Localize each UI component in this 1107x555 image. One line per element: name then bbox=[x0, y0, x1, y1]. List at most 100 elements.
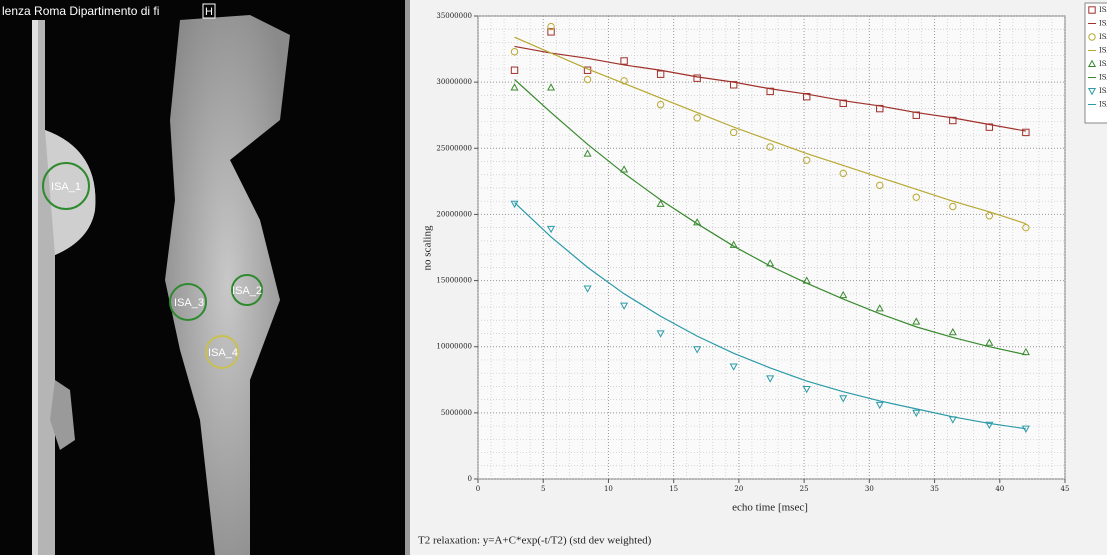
y-tick-label: 30000000 bbox=[436, 78, 472, 86]
marker bbox=[985, 212, 994, 220]
roi-circle bbox=[42, 162, 90, 210]
marker bbox=[656, 199, 665, 207]
tissue-center bbox=[165, 15, 290, 555]
legend-label: ISA_2 bbox=[1099, 33, 1107, 41]
legend-label: ISA_4 bbox=[1099, 101, 1107, 109]
marker bbox=[693, 114, 701, 122]
marker bbox=[985, 421, 994, 429]
legend-box bbox=[1084, 2, 1107, 124]
marker bbox=[839, 395, 848, 403]
y-tick-label: 15000000 bbox=[436, 277, 472, 285]
marker bbox=[547, 28, 555, 36]
marker bbox=[510, 83, 519, 91]
marker bbox=[912, 193, 920, 201]
x-tick-label: 0 bbox=[476, 485, 480, 493]
skin-edge bbox=[32, 20, 38, 555]
fit-line bbox=[514, 36, 1027, 225]
marker bbox=[766, 143, 774, 151]
y-tick-label: 35000000 bbox=[436, 12, 472, 20]
marker bbox=[693, 74, 701, 82]
roi-label: ISA_1 bbox=[51, 181, 81, 193]
marker bbox=[510, 66, 519, 74]
marker bbox=[729, 363, 738, 371]
marker bbox=[656, 100, 665, 109]
legend: ISA_1 ISA_1 ISA_2 ISA_2 ISA_3 ISA_3 ISA_4 ISA_4 bbox=[1087, 6, 1107, 109]
marker bbox=[949, 202, 957, 211]
marker bbox=[620, 302, 629, 310]
tissue-lower bbox=[50, 380, 75, 450]
marker bbox=[656, 330, 665, 338]
caption: T2 relaxation: y=A+C*exp(-t/T2) (std dev… bbox=[418, 535, 652, 547]
marker bbox=[839, 290, 848, 299]
mri-view: ISA_1 ISA_2 ISA_3 ISA_4 lenza Roma Dipar… bbox=[0, 0, 405, 555]
legend-label: ISA_2 bbox=[1099, 47, 1107, 55]
divider bbox=[405, 0, 410, 555]
x-tick-label: 25 bbox=[800, 485, 809, 493]
marker bbox=[1087, 87, 1097, 96]
legend-label: ISA_3 bbox=[1099, 60, 1107, 68]
marker bbox=[875, 401, 884, 410]
legend-label: ISA_4 bbox=[1099, 87, 1107, 95]
plot-area bbox=[477, 15, 1066, 480]
marker bbox=[583, 285, 592, 293]
marker bbox=[583, 75, 592, 84]
y-tick-label: 10000000 bbox=[436, 343, 472, 351]
legend-label: ISA_1 bbox=[1099, 20, 1107, 28]
y-tick-label: 0 bbox=[468, 475, 472, 483]
roi-label: ISA_2 bbox=[232, 285, 262, 297]
y-tick-label: 5000000 bbox=[441, 409, 472, 417]
x-tick-label: 5 bbox=[541, 485, 545, 493]
marker bbox=[729, 128, 738, 137]
legend-label: ISA_3 bbox=[1099, 74, 1107, 82]
marker bbox=[912, 409, 921, 418]
x-axis-label: echo time [msec] bbox=[732, 502, 808, 514]
h-button-label[interactable]: H bbox=[205, 6, 213, 18]
marker bbox=[546, 225, 556, 234]
roi-circle bbox=[231, 274, 263, 306]
marker bbox=[546, 83, 556, 91]
x-tick-label: 40 bbox=[995, 485, 1004, 493]
marker bbox=[620, 57, 628, 65]
marker bbox=[1088, 33, 1096, 41]
marker bbox=[839, 169, 847, 178]
x-tick-label: 15 bbox=[669, 485, 678, 493]
marker bbox=[1087, 59, 1097, 68]
x-tick-label: 35 bbox=[930, 485, 939, 493]
marker bbox=[656, 70, 665, 78]
marker bbox=[912, 317, 921, 325]
tissue-bulge bbox=[45, 130, 96, 255]
y-tick-label: 25000000 bbox=[436, 144, 472, 152]
marker bbox=[510, 48, 519, 56]
roi-circle bbox=[169, 283, 207, 321]
fit-line bbox=[514, 45, 1026, 132]
marker bbox=[948, 327, 957, 336]
x-tick-label: 20 bbox=[734, 485, 743, 493]
marker bbox=[547, 22, 555, 31]
legend-label: ISA_1 bbox=[1099, 6, 1107, 14]
marker bbox=[693, 346, 702, 354]
marker bbox=[1022, 223, 1030, 232]
h-button[interactable] bbox=[202, 3, 216, 19]
x-tick-label: 45 bbox=[1061, 485, 1070, 493]
marker bbox=[583, 149, 592, 157]
marker bbox=[802, 385, 811, 394]
marker bbox=[875, 304, 884, 312]
marker bbox=[1022, 128, 1030, 137]
header-text: lenza Roma Dipartimento di fi bbox=[2, 4, 159, 18]
marker bbox=[1088, 6, 1096, 14]
marker bbox=[766, 375, 775, 383]
y-axis-label: no scaling bbox=[422, 225, 434, 270]
marker bbox=[985, 338, 994, 346]
roi-label: ISA_4 bbox=[208, 347, 238, 359]
fit-line bbox=[514, 79, 1026, 356]
y-tick-label: 20000000 bbox=[436, 210, 472, 218]
roi-circle bbox=[205, 335, 239, 369]
marker bbox=[803, 156, 811, 164]
fit-line bbox=[514, 202, 1026, 430]
x-tick-label: 10 bbox=[604, 485, 613, 493]
marker bbox=[876, 181, 884, 190]
marker bbox=[620, 165, 629, 173]
roi-label: ISA_3 bbox=[174, 297, 204, 309]
